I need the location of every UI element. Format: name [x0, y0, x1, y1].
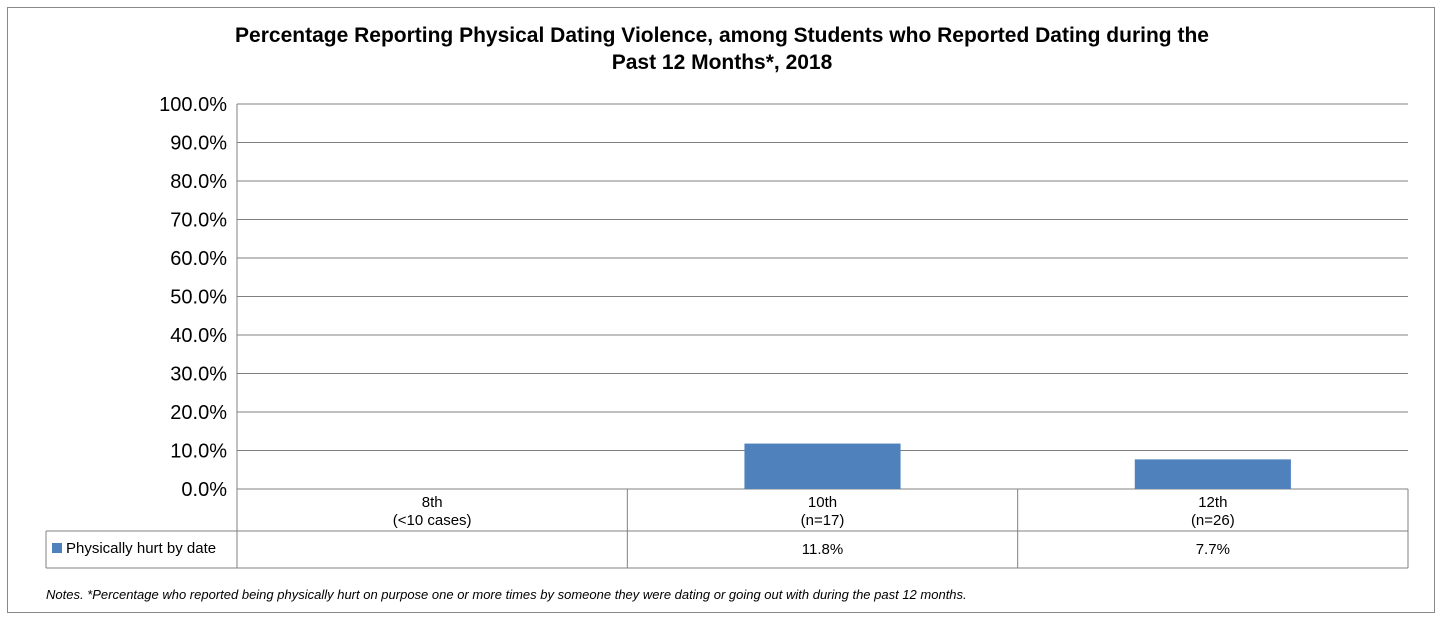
y-tick-label: 70.0% [170, 210, 227, 232]
bar [744, 443, 901, 489]
y-tick-label: 50.0% [170, 287, 227, 309]
x-category-label: 10th [808, 494, 837, 511]
legend-swatch [52, 543, 62, 553]
y-tick-label: 60.0% [170, 248, 227, 270]
y-tick-label: 10.0% [170, 441, 227, 463]
x-category-sublabel: (n=26) [1191, 512, 1235, 529]
chart-title: Percentage Reporting Physical Dating Vio… [0, 22, 1444, 76]
x-category-sublabel: (<10 cases) [393, 512, 472, 529]
x-category-sublabel: (n=17) [801, 512, 845, 529]
y-tick-label: 40.0% [170, 325, 227, 347]
y-tick-label: 30.0% [170, 364, 227, 386]
chart-title-line-2: Past 12 Months*, 2018 [611, 51, 833, 74]
chart-notes: Notes. *Percentage who reported being ph… [46, 587, 967, 602]
bar [1134, 459, 1291, 489]
y-tick-label: 100.0% [159, 94, 227, 116]
x-category-label: 12th [1198, 494, 1227, 511]
data-table-value: 11.8% [802, 541, 843, 558]
x-category-label: 8th [422, 494, 443, 511]
y-tick-label: 80.0% [170, 171, 227, 193]
y-tick-label: 20.0% [170, 402, 227, 424]
data-table-value: 7.7% [1196, 541, 1230, 558]
legend-series-name: Physically hurt by date [66, 540, 216, 557]
chart-title-line-1: Percentage Reporting Physical Dating Vio… [235, 24, 1209, 47]
chart-frame [7, 7, 1435, 613]
y-tick-label: 0.0% [181, 479, 227, 501]
y-tick-label: 90.0% [170, 133, 227, 155]
